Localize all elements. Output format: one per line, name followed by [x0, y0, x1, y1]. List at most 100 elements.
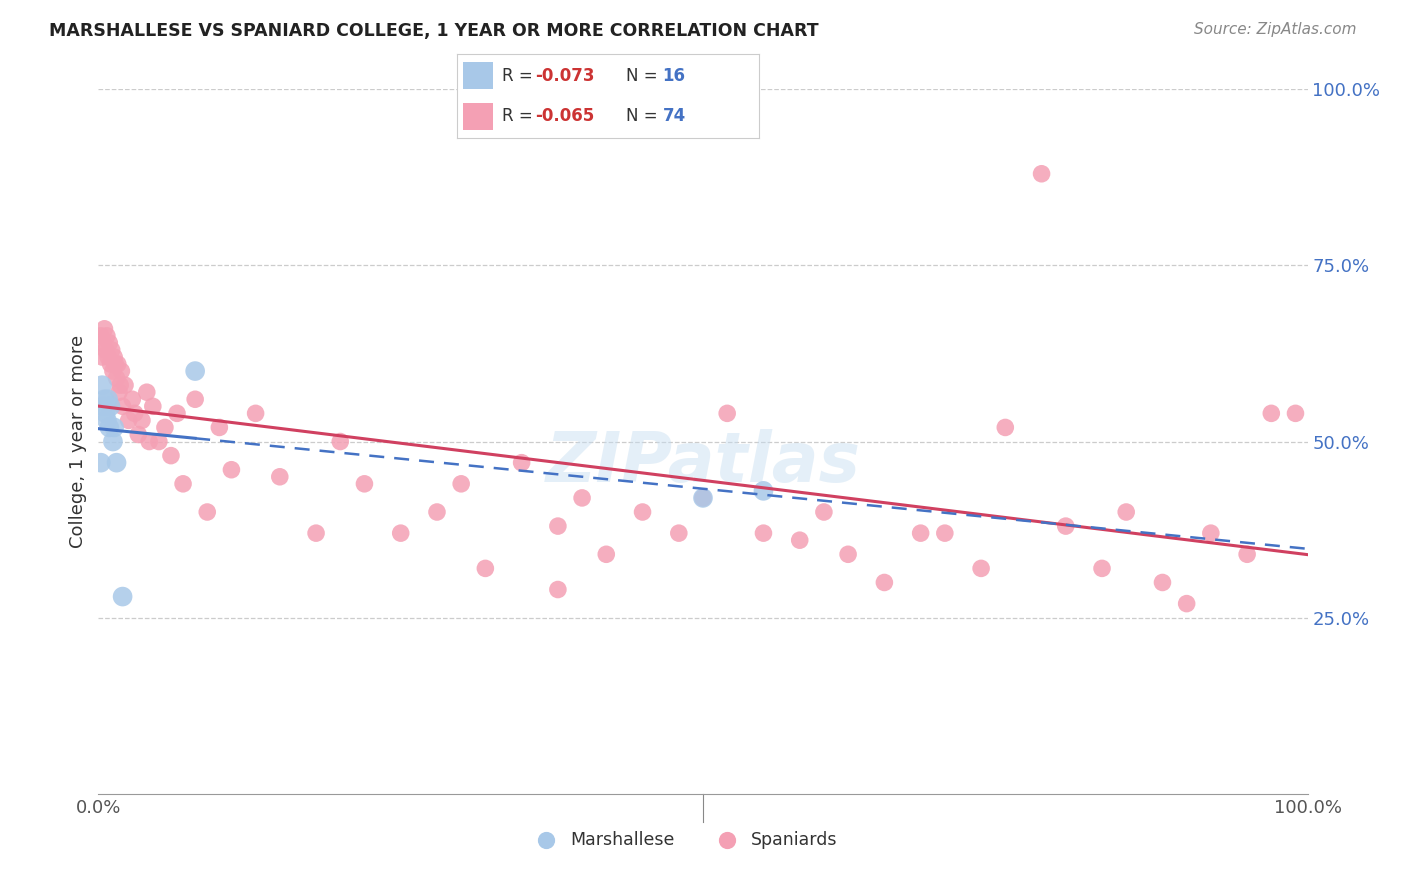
Point — [91, 378, 114, 392]
Point — [426, 505, 449, 519]
Point — [93, 392, 115, 407]
Point — [221, 463, 243, 477]
Point — [716, 406, 738, 420]
Point — [970, 561, 993, 575]
Point — [135, 385, 157, 400]
Point — [752, 483, 775, 498]
Point — [107, 357, 129, 371]
Point — [389, 526, 412, 541]
Point — [547, 582, 569, 597]
Point — [934, 526, 956, 541]
Point — [105, 371, 128, 385]
Point — [121, 392, 143, 407]
Point — [1260, 406, 1282, 420]
Point — [100, 343, 122, 357]
Point — [91, 399, 114, 413]
Text: N =: N = — [626, 107, 664, 125]
Point — [114, 378, 136, 392]
Text: -0.065: -0.065 — [536, 107, 595, 125]
Text: -0.073: -0.073 — [536, 67, 595, 85]
Text: Marshallese: Marshallese — [569, 830, 675, 848]
Point — [142, 399, 165, 413]
Point — [108, 378, 131, 392]
Point — [94, 406, 117, 420]
Point — [111, 590, 134, 604]
Text: Spaniards: Spaniards — [751, 830, 838, 848]
Bar — [463, 103, 494, 130]
Point — [1054, 519, 1077, 533]
Point — [98, 420, 121, 434]
Text: R =: R = — [502, 67, 538, 85]
Point — [96, 328, 118, 343]
Point — [131, 413, 153, 427]
Point — [813, 505, 835, 519]
Y-axis label: College, 1 year or more: College, 1 year or more — [69, 335, 87, 548]
Point — [91, 350, 114, 364]
Point — [789, 533, 811, 548]
Point — [91, 335, 114, 350]
Text: N =: N = — [626, 67, 664, 85]
Text: MARSHALLESE VS SPANIARD COLLEGE, 1 YEAR OR MORE CORRELATION CHART: MARSHALLESE VS SPANIARD COLLEGE, 1 YEAR … — [49, 22, 818, 40]
Point — [104, 357, 127, 371]
Text: R =: R = — [502, 107, 538, 125]
Point — [111, 399, 134, 413]
Point — [153, 420, 176, 434]
Point — [172, 476, 194, 491]
Text: ZIPatlas: ZIPatlas — [546, 429, 860, 496]
Point — [100, 399, 122, 413]
Text: Source: ZipAtlas.com: Source: ZipAtlas.com — [1194, 22, 1357, 37]
Point — [668, 526, 690, 541]
Point — [101, 434, 124, 449]
Point — [1115, 505, 1137, 519]
Point — [97, 350, 120, 364]
Point — [450, 476, 472, 491]
Point — [127, 427, 149, 442]
Point — [90, 328, 112, 343]
Point — [534, 832, 557, 847]
Point — [90, 456, 112, 470]
Text: 74: 74 — [662, 107, 686, 125]
Point — [245, 406, 267, 420]
Point — [1031, 167, 1053, 181]
Point — [692, 491, 714, 505]
Point — [1091, 561, 1114, 575]
Point — [93, 322, 115, 336]
Point — [910, 526, 932, 541]
Point — [94, 343, 117, 357]
Point — [124, 406, 146, 420]
Point — [1199, 526, 1222, 541]
Point — [166, 406, 188, 420]
Point — [184, 392, 207, 407]
Point — [103, 350, 125, 364]
Point — [96, 413, 118, 427]
Point — [98, 335, 121, 350]
Point — [547, 519, 569, 533]
Point — [103, 420, 125, 434]
Point — [160, 449, 183, 463]
Point — [105, 456, 128, 470]
Point — [97, 392, 120, 407]
Point — [110, 364, 132, 378]
Point — [108, 385, 131, 400]
Point — [474, 561, 496, 575]
Point — [148, 434, 170, 449]
Point — [873, 575, 896, 590]
Point — [184, 364, 207, 378]
Point — [837, 547, 859, 561]
Point — [752, 526, 775, 541]
Point — [101, 364, 124, 378]
Point — [1175, 597, 1198, 611]
Point — [571, 491, 593, 505]
Point — [138, 434, 160, 449]
Point — [1152, 575, 1174, 590]
Point — [1284, 406, 1306, 420]
Point — [692, 491, 714, 505]
Point — [208, 420, 231, 434]
Point — [1236, 547, 1258, 561]
Point — [305, 526, 328, 541]
Point — [595, 547, 617, 561]
Point — [100, 357, 122, 371]
Point — [631, 505, 654, 519]
Point — [510, 456, 533, 470]
Point — [329, 434, 352, 449]
